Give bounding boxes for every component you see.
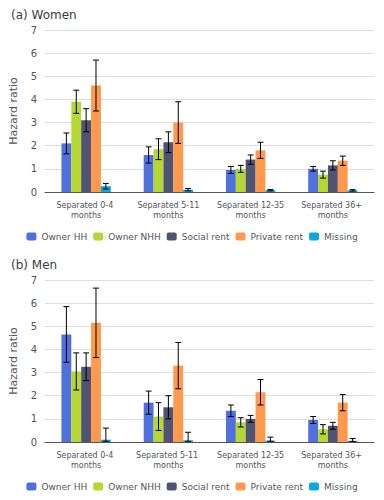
svg-text:Separated 36+: Separated 36+ (301, 451, 364, 460)
svg-text:2: 2 (31, 390, 37, 401)
svg-text:Separated 36+: Separated 36+ (301, 201, 364, 210)
svg-text:0: 0 (31, 437, 37, 448)
svg-text:Hazard ratio: Hazard ratio (7, 327, 20, 395)
svg-text:4: 4 (31, 94, 37, 105)
svg-text:months: months (153, 461, 183, 470)
svg-text:Owner NHH: Owner NHH (108, 232, 161, 242)
svg-text:5: 5 (31, 321, 37, 332)
svg-text:months: months (71, 211, 101, 220)
svg-text:7: 7 (31, 275, 37, 286)
svg-text:Separated 0-4: Separated 0-4 (56, 451, 115, 460)
svg-text:4: 4 (31, 344, 37, 355)
svg-text:months: months (236, 461, 266, 470)
svg-text:Missing: Missing (324, 232, 358, 242)
svg-text:Owner HH: Owner HH (41, 482, 87, 492)
svg-text:Private rent: Private rent (251, 482, 304, 492)
svg-text:Separated 12-35: Separated 12-35 (217, 201, 284, 210)
svg-text:7: 7 (31, 25, 37, 36)
svg-text:months: months (318, 211, 348, 220)
svg-text:Owner NHH: Owner NHH (108, 482, 161, 492)
svg-text:Social rent: Social rent (182, 232, 230, 242)
svg-text:months: months (153, 211, 183, 220)
svg-text:1: 1 (31, 163, 37, 174)
svg-text:2: 2 (31, 140, 37, 151)
svg-text:Social rent: Social rent (182, 482, 230, 492)
svg-text:Separated 0-4: Separated 0-4 (56, 201, 115, 210)
svg-text:Private rent: Private rent (251, 232, 304, 242)
svg-text:months: months (236, 211, 266, 220)
svg-text:0: 0 (31, 187, 37, 198)
svg-text:Hazard ratio: Hazard ratio (7, 77, 20, 145)
svg-text:Missing: Missing (324, 482, 358, 492)
svg-text:months: months (71, 461, 101, 470)
svg-text:months: months (318, 461, 348, 470)
svg-text:6: 6 (31, 48, 37, 59)
svg-text:6: 6 (31, 298, 37, 309)
svg-text:Separated 12-35: Separated 12-35 (217, 451, 284, 460)
svg-text:Owner HH: Owner HH (41, 232, 87, 242)
svg-text:3: 3 (31, 367, 37, 378)
svg-text:3: 3 (31, 117, 37, 128)
svg-text:Separated 5-11: Separated 5-11 (137, 201, 199, 210)
svg-text:(a) Women: (a) Women (11, 8, 77, 22)
svg-text:Separated 5-11: Separated 5-11 (136, 451, 201, 460)
svg-text:5: 5 (31, 71, 37, 82)
svg-text:1: 1 (31, 413, 37, 424)
svg-text:(b) Men: (b) Men (11, 258, 57, 272)
